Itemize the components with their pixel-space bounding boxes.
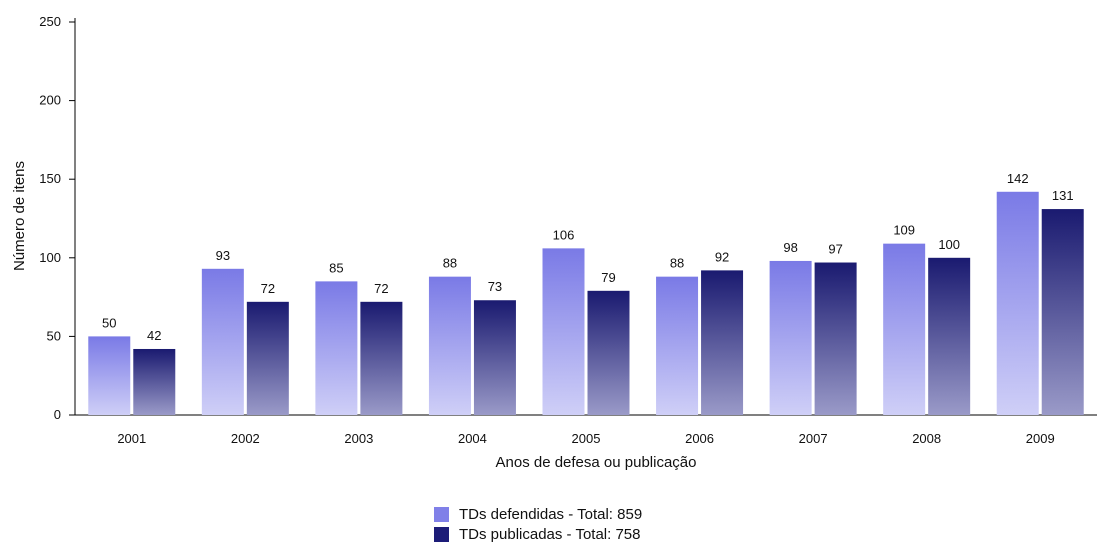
- y-axis-title: Número de itens: [11, 161, 28, 271]
- bar-publicadas-2007: [814, 262, 857, 415]
- x-tick-label: 2006: [685, 431, 714, 446]
- y-tick-label: 250: [39, 14, 61, 29]
- x-tick-label: 2003: [344, 431, 373, 446]
- bar-defendidas-2007: [769, 260, 812, 415]
- bar-defendidas-2004: [428, 276, 471, 415]
- data-label: 42: [147, 328, 161, 343]
- bars: [88, 191, 1084, 415]
- bar-defendidas-2003: [315, 281, 358, 415]
- bar-defendidas-2002: [201, 268, 244, 415]
- data-label: 50: [102, 315, 116, 330]
- x-tick-label: 2009: [1026, 431, 1055, 446]
- y-tick-label: 0: [54, 407, 61, 422]
- x-tick-label: 2008: [912, 431, 941, 446]
- y-tick-label: 50: [47, 328, 61, 343]
- bar-defendidas-2006: [656, 276, 699, 415]
- x-tick-label: 2002: [231, 431, 260, 446]
- data-label: 98: [783, 240, 797, 255]
- legend-item-defendidas: TDs defendidas - Total: 859: [434, 504, 642, 524]
- data-label: 109: [893, 223, 915, 238]
- bar-defendidas-2008: [883, 243, 926, 415]
- legend-label-defendidas: TDs defendidas - Total: 859: [459, 505, 643, 523]
- data-label: 73: [488, 279, 502, 294]
- x-tick-label: 2005: [572, 431, 601, 446]
- data-label: 142: [1007, 171, 1029, 186]
- data-label: 97: [828, 242, 842, 257]
- legend: TDs defendidas - Total: 859 TDs publicad…: [434, 504, 642, 544]
- data-labels: 50 93 85 88 106 88 98 109 142 42 72 72 73 79 92 97 100 13…: [102, 171, 1074, 343]
- data-label: 72: [374, 281, 388, 296]
- y-tick-label: 150: [39, 171, 61, 186]
- legend-item-publicadas: TDs publicadas - Total: 758: [434, 524, 642, 544]
- data-label: 100: [938, 237, 960, 252]
- bar-defendidas-2009: [996, 191, 1039, 415]
- data-label: 79: [601, 270, 615, 285]
- x-tick-label: 2007: [799, 431, 828, 446]
- y-tick-label: 200: [39, 93, 61, 108]
- x-tick-label: 2001: [117, 431, 146, 446]
- bar-chart: 0 50 100 150 200 250 2001 2002 2003 2004 2005 2006 2…: [11, 14, 1097, 471]
- bar-publicadas-2009: [1041, 209, 1084, 415]
- axes: 0 50 100 150 200 250 2001 2002 2003 2004 2005 2006 2…: [39, 14, 1097, 446]
- bar-publicadas-2001: [133, 348, 176, 415]
- bar-publicadas-2004: [473, 300, 516, 415]
- bar-publicadas-2002: [246, 301, 289, 415]
- data-label: 93: [216, 248, 230, 263]
- x-tick-label: 2004: [458, 431, 487, 446]
- data-label: 88: [670, 256, 684, 271]
- data-label: 72: [261, 281, 275, 296]
- bar-defendidas-2005: [542, 248, 585, 415]
- data-label: 92: [715, 249, 729, 264]
- data-label: 85: [329, 260, 343, 275]
- legend-swatch-defendidas: [434, 506, 449, 522]
- data-label: 106: [553, 227, 575, 242]
- y-tick-label: 100: [39, 250, 61, 265]
- data-label: 131: [1052, 188, 1074, 203]
- x-axis-title: Anos de defesa ou publicação: [496, 454, 697, 471]
- bar-defendidas-2001: [88, 336, 131, 415]
- legend-label-publicadas: TDs publicadas - Total: 758: [459, 525, 641, 543]
- bar-publicadas-2008: [928, 257, 971, 415]
- data-label: 88: [443, 256, 457, 271]
- bar-publicadas-2003: [360, 301, 403, 415]
- bar-publicadas-2006: [701, 270, 744, 415]
- legend-swatch-publicadas: [434, 526, 449, 542]
- bar-publicadas-2005: [587, 290, 630, 415]
